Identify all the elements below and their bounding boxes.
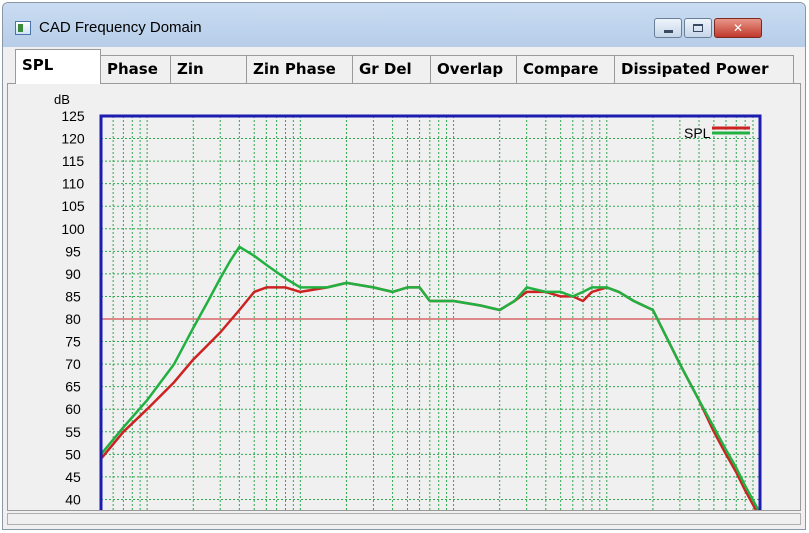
y-tick-label: 70 (65, 356, 81, 372)
y-tick-label: 90 (65, 266, 81, 282)
y-tick-label: 40 (65, 491, 81, 507)
title-bar[interactable]: CAD Frequency Domain ✕ (3, 3, 805, 47)
plot-frame (99, 114, 762, 510)
close-button[interactable]: ✕ (714, 18, 762, 38)
y-tick-label: 120 (61, 131, 85, 147)
y-tick-label: 80 (65, 311, 81, 327)
maximize-button[interactable] (684, 18, 712, 38)
tab-spl[interactable]: SPL (15, 49, 101, 84)
legend-label: SPL (684, 125, 711, 141)
y-tick-label: 110 (62, 176, 85, 192)
y-tick-label: 105 (61, 198, 85, 214)
maximize-icon (693, 24, 703, 32)
y-tick-label: 45 (65, 469, 81, 485)
y-tick-label: 55 (65, 424, 81, 440)
series-green-line (100, 245, 760, 510)
tab-zin[interactable]: Zin (170, 55, 247, 83)
tab-phase[interactable]: Phase (100, 55, 171, 83)
y-tick-label: 75 (65, 334, 81, 350)
tab-compare[interactable]: Compare (516, 55, 615, 83)
window-title: CAD Frequency Domain (39, 19, 202, 36)
close-icon: ✕ (732, 21, 744, 35)
app-icon (15, 21, 31, 35)
tab-zin-phase[interactable]: Zin Phase (246, 55, 353, 83)
y-tick-label: 65 (65, 379, 81, 395)
status-strip (7, 513, 801, 525)
y-axis-label: dB (54, 92, 70, 107)
chart-panel (7, 83, 801, 511)
minimize-icon (663, 29, 673, 33)
y-tick-label: 100 (61, 221, 85, 237)
y-tick-label: 95 (65, 243, 81, 259)
legend: SPL (684, 125, 750, 141)
tab-gr-del[interactable]: Gr Del (352, 55, 431, 83)
tab-dissipated-power[interactable]: Dissipated Power (614, 55, 794, 83)
minimize-button[interactable] (654, 18, 682, 38)
y-tick-label: 50 (65, 446, 81, 462)
tab-overlap[interactable]: Overlap (430, 55, 517, 83)
y-tick-label: 60 (65, 401, 81, 417)
y-tick-label: 125 (61, 108, 85, 124)
y-tick-label: 115 (62, 153, 85, 169)
y-tick-label: 85 (65, 288, 81, 304)
tab-strip: SPL Phase Zin Zin Phase Gr Del Overlap C… (7, 49, 803, 84)
spl-chart: dB 3540455055606570758085909510010511011… (54, 92, 762, 510)
